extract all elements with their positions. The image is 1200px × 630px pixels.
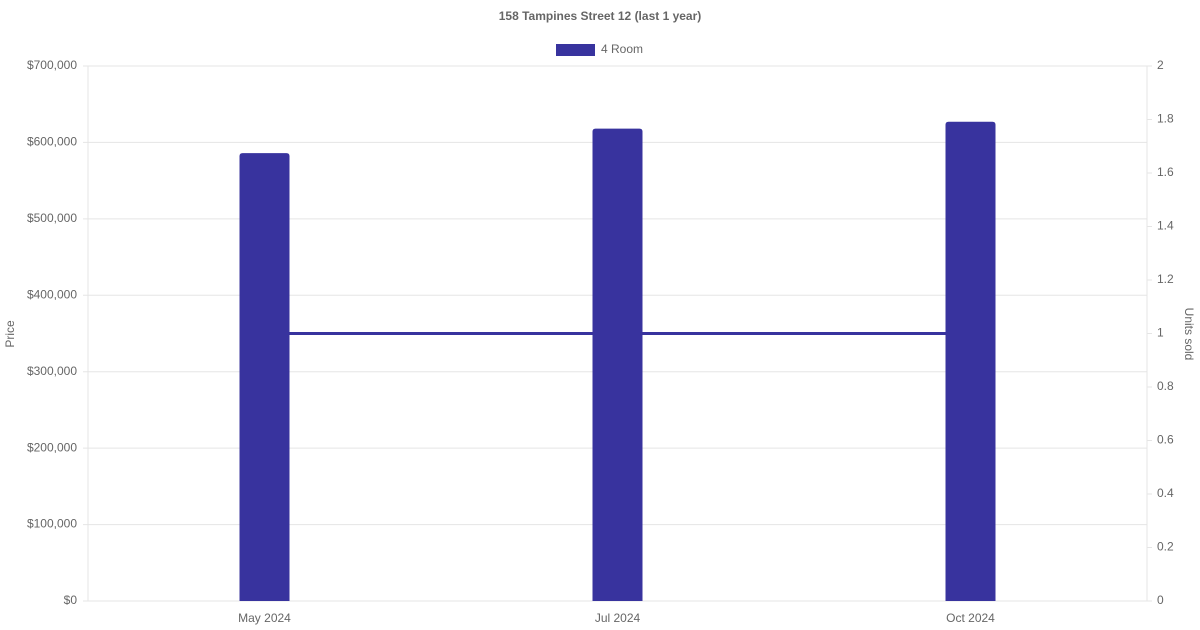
y2-tick-label: 1.2 <box>1157 272 1174 286</box>
bar <box>592 128 643 601</box>
y-tick-label: $0 <box>64 593 78 607</box>
x-tick-label: Jul 2024 <box>595 611 641 625</box>
y2-axis-label: Units sold <box>1182 308 1196 361</box>
bar <box>945 121 996 602</box>
y-tick-label: $200,000 <box>27 440 77 454</box>
y2-tick-label: 1.6 <box>1157 165 1174 179</box>
y2-tick-label: 0.6 <box>1157 433 1174 447</box>
chart-title: 158 Tampines Street 12 (last 1 year) <box>499 9 702 23</box>
y-tick-label: $500,000 <box>27 211 77 225</box>
legend-swatch <box>556 44 595 56</box>
y-tick-label: $300,000 <box>27 364 77 378</box>
y2-tick-label: 1.4 <box>1157 219 1174 233</box>
y-tick-label: $400,000 <box>27 287 77 301</box>
y2-tick-label: 1 <box>1157 326 1164 340</box>
y-axis-label: Price <box>3 320 17 348</box>
y2-tick-label: 0 <box>1157 593 1164 607</box>
bar <box>239 153 290 601</box>
y-tick-label: $700,000 <box>27 58 77 72</box>
x-tick-label: Oct 2024 <box>946 611 995 625</box>
y2-tick-label: 0.4 <box>1157 486 1174 500</box>
y-tick-label: $600,000 <box>27 135 77 149</box>
y2-tick-label: 0.2 <box>1157 540 1174 554</box>
legend-label: 4 Room <box>601 42 643 56</box>
x-tick-label: May 2024 <box>238 611 291 625</box>
y2-tick-label: 2 <box>1157 58 1164 72</box>
y2-tick-label: 1.8 <box>1157 112 1174 126</box>
y-tick-label: $100,000 <box>27 517 77 531</box>
y2-tick-label: 0.8 <box>1157 379 1174 393</box>
